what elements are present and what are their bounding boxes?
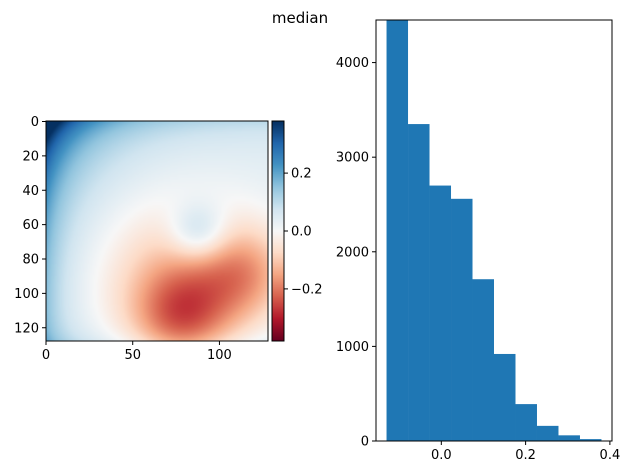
heatmap-x-axis: 0 50 100 [42, 341, 232, 363]
heatmap-y-tick-label: 40 [22, 184, 39, 199]
histogram-y-tick-label: 0 [361, 435, 369, 450]
histogram-x-tick-label: 0.2 [515, 448, 536, 463]
heatmap-y-tick-label: 100 [14, 287, 39, 302]
colorbar: 0.2 0.0 −0.2 [271, 120, 323, 342]
histogram-x-tick-label: 0.4 [600, 448, 621, 463]
heatmap-y-tick-label: 60 [22, 218, 39, 233]
histogram-bar [536, 425, 559, 441]
heatmap-x-tick-label: 0 [42, 348, 50, 363]
histogram-bar [579, 439, 602, 441]
histogram-y-tick-label: 4000 [336, 56, 369, 71]
histogram-y-tick-label: 2000 [336, 245, 369, 260]
histogram-bar [515, 404, 537, 441]
histogram-bar [494, 353, 516, 441]
histogram-x-tick-label: 0.0 [431, 448, 452, 463]
heatmap-frame [45, 120, 269, 342]
histogram: 0.0 0.2 0.4 0 1000 2000 3000 4000 [336, 19, 620, 463]
heatmap-y-tick-label: 0 [31, 115, 39, 130]
histogram-bar [472, 279, 494, 441]
heatmap-y-tick-label: 80 [22, 253, 39, 268]
heatmap-x-tick-label: 100 [207, 348, 232, 363]
heatmap-y-axis: 0 20 40 60 80 100 120 [14, 115, 46, 336]
heatmap-y-tick-label: 120 [14, 321, 39, 336]
histogram-bars [386, 20, 602, 441]
heatmap-x-tick-label: 50 [124, 348, 141, 363]
heatmap-y-tick-label: 20 [22, 149, 39, 164]
histogram-y-tick-label: 3000 [336, 151, 369, 166]
heatmap: 0 50 100 0 20 40 60 80 100 120 [14, 115, 269, 363]
histogram-x-axis: 0.0 0.2 0.4 [431, 441, 620, 463]
histogram-bar [429, 185, 452, 441]
colorbar-gradient [272, 121, 284, 341]
figure-suptitle: median [272, 9, 328, 27]
heatmap-image [46, 121, 268, 341]
colorbar-tick-label: −0.2 [291, 282, 323, 297]
histogram-frame [375, 19, 613, 442]
histogram-bar [386, 20, 409, 441]
histogram-y-axis: 0 1000 2000 3000 4000 [336, 56, 376, 450]
histogram-bar [451, 198, 473, 441]
histogram-y-tick-label: 1000 [336, 340, 369, 355]
colorbar-tick-label: 0.0 [291, 225, 312, 240]
colorbar-axis: 0.2 0.0 −0.2 [284, 167, 323, 297]
colorbar-tick-label: 0.2 [291, 167, 312, 182]
histogram-bar [408, 124, 430, 441]
histogram-bar [558, 435, 580, 441]
